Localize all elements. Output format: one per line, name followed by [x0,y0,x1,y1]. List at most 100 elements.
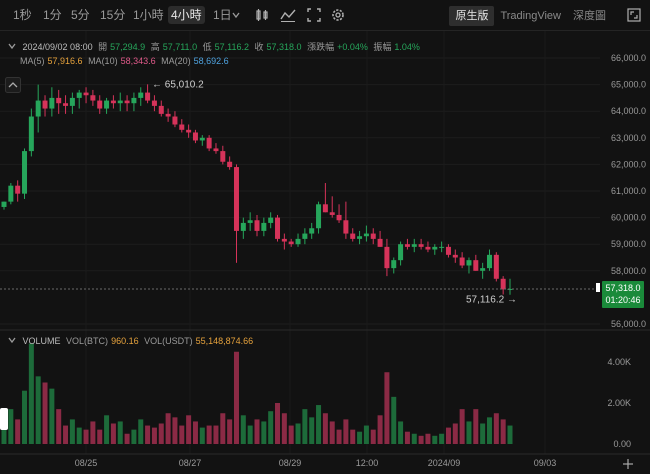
collapse-legend-button[interactable] [5,77,21,93]
timeframe-1d[interactable]: 1日 [213,8,232,22]
ohlc-info-row: 2024/09/02 08:00 開 57,294.9 高 57,711.0 低 57… [8,40,423,53]
price-tick-label: 62,000.0 [611,159,646,169]
volume-bar [179,425,185,444]
price-tick-label: 66,000.0 [611,53,646,63]
candle-body [227,161,233,168]
volume-bar [316,405,322,444]
candle-body [295,238,301,245]
chevron-down-icon[interactable] [8,336,16,344]
volume-label: VOLUME [22,336,61,346]
volume-bar [145,425,151,444]
candle-body [281,238,287,242]
high-value: 57,711.0 [162,42,198,52]
volume-tick-label: 0.00 [613,439,631,449]
chevron-down-icon[interactable] [232,11,240,19]
candle-body [288,241,294,245]
volume-bar [404,431,410,444]
volume-bar [445,427,451,444]
candle-body [432,246,438,250]
volume-bar [172,417,178,444]
mode-tradingview[interactable]: TradingView [500,10,561,22]
volume-bar [343,419,349,444]
fullscreen-chart-icon[interactable] [306,7,322,23]
volume-bar [90,421,96,444]
time-tick-label: 08/25 [75,458,98,468]
candle-body [404,244,410,247]
volume-bar [151,427,157,444]
toolbar: 1秒 1分 5分 15分 1小時 4小時 1日 原生版 TradingView … [0,0,650,31]
high-label: 高 [150,42,160,52]
price-tick-label: 56,000.0 [611,319,646,329]
candle-body [213,148,219,152]
scroll-handle[interactable] [0,408,8,430]
timeframe-1m[interactable]: 1分 [43,8,62,22]
volume-tick-label: 2.00K [607,398,631,408]
volume-tick-label: 4.00K [607,357,631,367]
ma10-label: MA(10) [88,56,118,66]
candle-body [199,137,205,141]
ma-info-row: MA(5) 57,916.6 MA(10) 58,343.6 MA(20) 58,69… [20,56,232,66]
candle-body [254,220,260,231]
candle-body [329,212,335,215]
volume-bar [357,431,363,444]
time-tick-label: 09/03 [534,458,557,468]
crosshair-icon[interactable] [621,457,635,471]
timeframe-1h[interactable]: 1小時 [133,8,164,22]
timeframe-4h[interactable]: 4小時 [168,6,205,24]
high-marker-label: ← 65,010.2 [152,79,204,90]
volume-bar [493,413,499,444]
timeframe-5m[interactable]: 5分 [71,8,90,22]
ma20-value: 58,692.6 [193,56,229,66]
candle-body [268,217,274,223]
chevron-down-icon[interactable] [8,42,16,50]
volume-bar [69,419,75,444]
candle-body [275,217,281,239]
candle-body [480,268,486,271]
volume-bar [418,435,424,444]
candle-body [384,246,390,269]
candle-body [418,244,424,247]
volume-bar [192,421,198,444]
chart-mode-switch: 原生版 TradingView 深度圖 [449,6,612,26]
amplitude-value: 1.04% [394,42,420,52]
volume-bar [480,423,486,444]
price-tick-label: 60,000.0 [611,213,646,223]
volume-bar [466,421,472,444]
candle-body [343,220,349,234]
candle-body [377,238,383,247]
volume-bar [49,388,55,444]
candle-body [500,278,506,290]
volume-bar [295,423,301,444]
candle-body [172,116,178,125]
candle-body [145,92,151,101]
volume-bar [452,423,458,444]
price-candles [1,84,513,295]
gear-icon[interactable] [330,7,346,23]
volume-bar [370,429,376,444]
change-value: +0.04% [337,42,368,52]
expand-icon[interactable] [627,8,641,22]
volume-bar [432,435,438,444]
candle-body [8,185,14,202]
timeframe-15m[interactable]: 15分 [100,8,126,22]
volume-bars [1,343,513,444]
mode-depth[interactable]: 深度圖 [573,10,606,22]
indicators-icon[interactable] [280,7,296,23]
ma20-label: MA(20) [161,56,191,66]
candle-body [336,214,342,221]
candle-body [486,254,492,269]
amplitude-label: 振幅 [373,42,392,52]
volume-bar [104,415,110,444]
low-marker-arrow [596,283,600,292]
candle-type-icon[interactable] [254,7,270,23]
volume-bar [261,421,267,444]
mode-native[interactable]: 原生版 [449,6,495,26]
candle-body [240,222,246,231]
low-marker-label: 57,116.2 → [466,294,517,305]
volume-bar [439,433,445,444]
candle-body [322,204,328,213]
candle-body [445,246,451,255]
open-value: 57,294.9 [110,42,146,52]
timeframe-1s[interactable]: 1秒 [13,8,32,22]
